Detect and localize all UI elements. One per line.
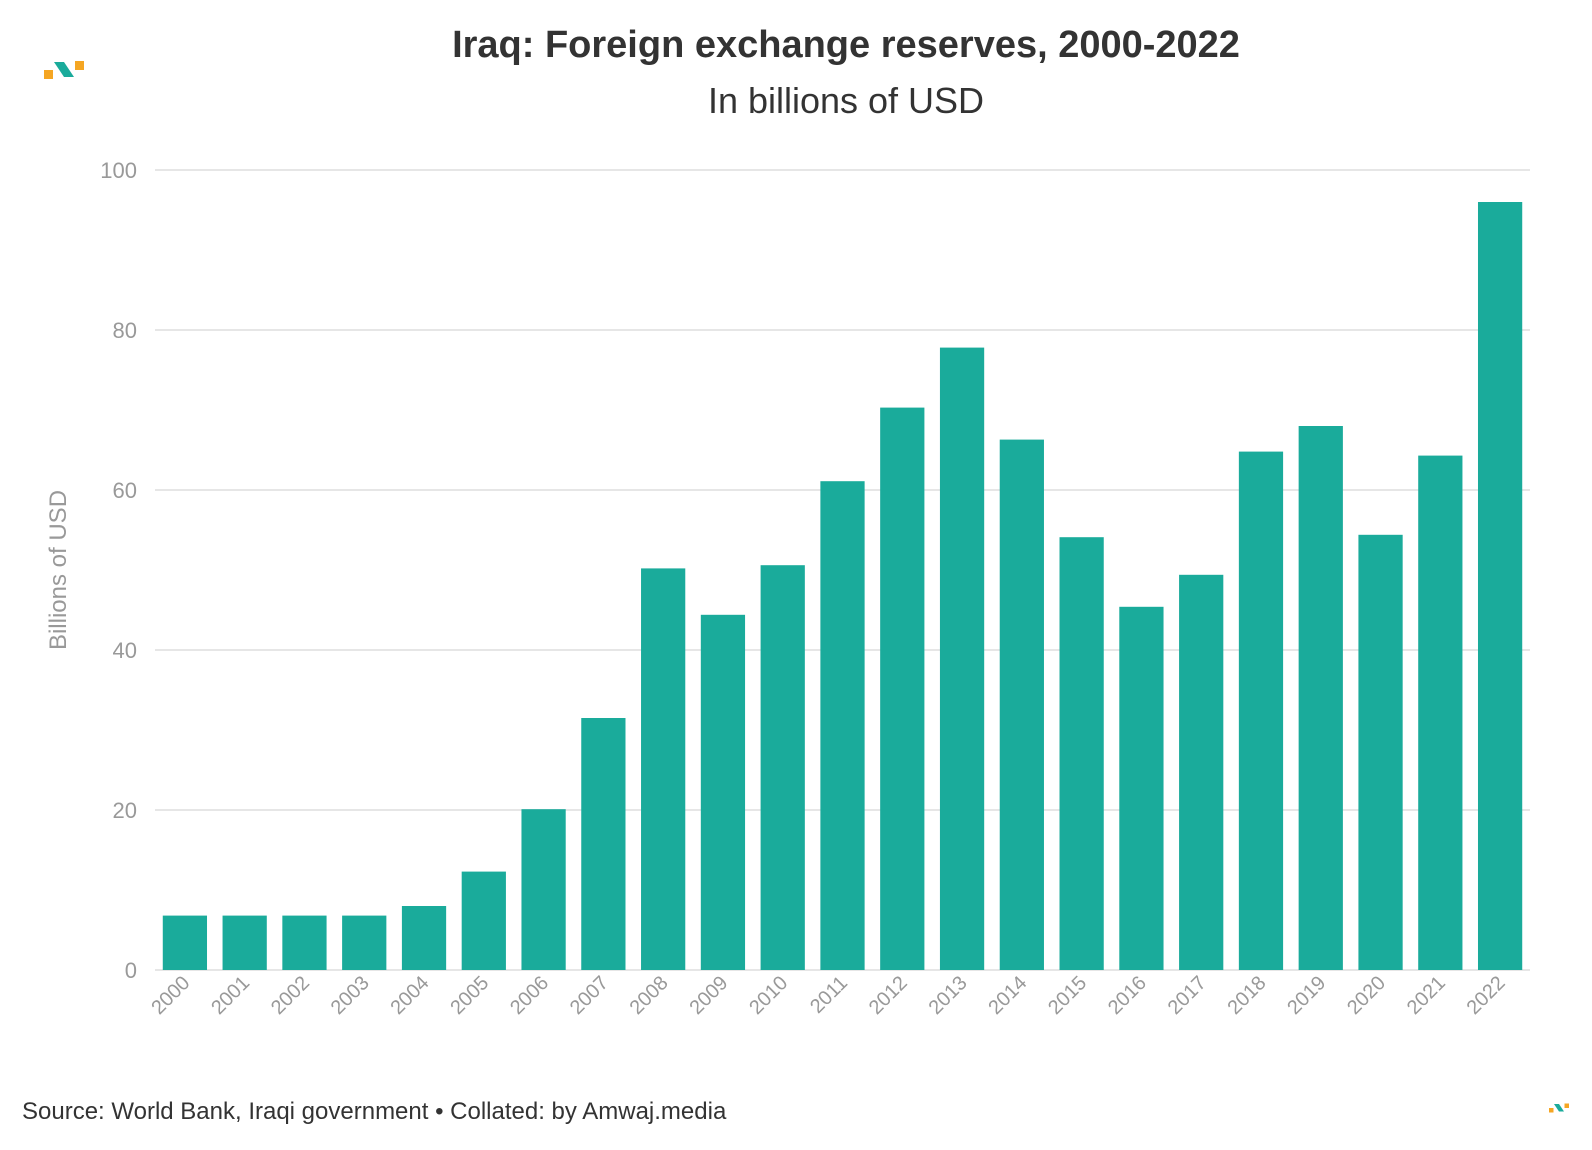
y-tick-label: 0 — [125, 958, 137, 983]
x-tick-label: 2013 — [925, 972, 972, 1019]
x-tick-label: 2008 — [626, 972, 673, 1019]
bar-2005 — [461, 871, 506, 970]
bar-2010 — [760, 565, 805, 970]
x-tick-label: 2015 — [1044, 972, 1091, 1019]
x-tick-label: 2016 — [1104, 972, 1151, 1019]
x-tick-label: 2003 — [327, 972, 374, 1019]
bar-2018 — [1238, 451, 1284, 971]
bar-2002 — [282, 915, 327, 970]
bar-2011 — [820, 481, 865, 970]
bar-2007 — [581, 718, 626, 970]
x-tick-label: 2019 — [1283, 972, 1330, 1019]
bar-2021 — [1418, 455, 1463, 971]
x-tick-label: 2002 — [267, 972, 314, 1019]
bar-2012 — [880, 407, 925, 971]
bar-2001 — [222, 915, 267, 970]
bar-2006 — [521, 809, 566, 970]
bar-2020 — [1358, 534, 1403, 970]
bar-2003 — [342, 915, 387, 970]
x-tick-label: 2020 — [1343, 972, 1390, 1019]
amwaj-logo-icon — [44, 61, 84, 79]
bar-2016 — [1119, 606, 1164, 970]
bar-2000 — [162, 915, 208, 970]
x-tick-label: 2001 — [207, 972, 254, 1019]
y-tick-label: 80 — [113, 318, 137, 343]
source-note: Source: World Bank, Iraqi government • C… — [22, 1098, 727, 1125]
x-tick-label: 2004 — [387, 972, 434, 1019]
y-tick-label: 100 — [100, 158, 137, 183]
bar-chart: 0 20 40 60 80 100 2000 2001 2002 2003 2004 2005 2006… — [45, 158, 1530, 1019]
bar-2009 — [700, 614, 746, 970]
bar-2022 — [1477, 202, 1523, 970]
chart-subtitle: In billions of USD — [707, 80, 985, 121]
x-tick-label: 2012 — [865, 972, 912, 1019]
bar-2014 — [999, 439, 1044, 971]
x-tick-label: 2021 — [1403, 972, 1450, 1019]
bar-2008 — [641, 568, 686, 970]
bar-2019 — [1298, 426, 1343, 970]
bar-2013 — [939, 347, 985, 971]
bar-2017 — [1179, 574, 1224, 970]
x-tick-label: 2000 — [147, 972, 194, 1019]
x-tick-label: 2007 — [566, 972, 613, 1019]
x-tick-label: 2014 — [984, 972, 1031, 1019]
x-tick-label: 2011 — [806, 972, 852, 1018]
x-tick-label: 2018 — [1223, 972, 1270, 1019]
bar-2015 — [1059, 537, 1104, 970]
x-tick-label: 2005 — [446, 972, 493, 1019]
chart-title: Iraq: Foreign exchange reserves, 2000-20… — [452, 24, 1240, 66]
bar-2004 — [401, 906, 447, 970]
x-tick-label: 2017 — [1164, 972, 1211, 1019]
y-axis-label: Billions of USD — [45, 490, 72, 650]
amwaj-logo-small-icon — [1549, 1103, 1569, 1113]
y-tick-label: 20 — [113, 798, 137, 823]
x-tick-label: 2010 — [745, 972, 792, 1019]
x-tick-label: 2022 — [1463, 972, 1510, 1019]
y-tick-label: 60 — [113, 478, 137, 503]
y-tick-label: 40 — [113, 638, 137, 663]
x-tick-label: 2006 — [506, 972, 553, 1019]
x-tick-label: 2009 — [685, 972, 732, 1019]
